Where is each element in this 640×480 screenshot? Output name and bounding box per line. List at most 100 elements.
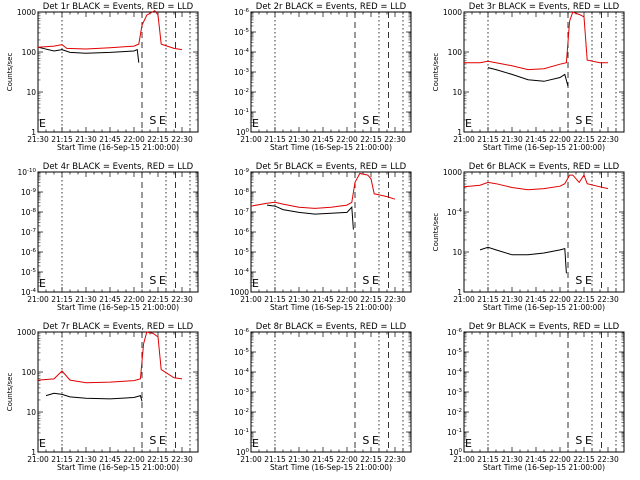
y-tick-label: 10-2 [234,88,249,97]
x-tick-label: 22:00 [549,135,571,144]
event-marker-label: E [252,437,259,450]
event-marker-label: E [252,117,259,130]
x-tick-label: 21:45 [99,295,121,304]
y-tick-label: 10-4 [234,368,250,377]
y-tick-label: 10 [26,88,36,97]
x-tick-label: 22:30 [171,455,193,464]
y-tick-label: 1 [31,448,36,457]
lld-series-line [37,331,183,384]
y-tick-label: 10-3 [234,68,250,77]
x-tick-label: 21:30 [75,295,97,304]
x-tick-label: 22:00 [549,295,571,304]
event-marker-label: E [465,117,472,130]
lld-series-line [464,11,608,71]
x-axis-label: Start Time (16-Sep-15 21:00:00) [483,143,605,152]
x-tick-label: 22:15 [360,295,382,304]
event-marker-label: S [575,434,582,447]
x-tick-label: 21:30 [501,135,523,144]
event-marker-label: E [585,274,592,287]
x-tick-label: 21:00 [453,135,475,144]
y-tick-label: 10-5 [21,268,37,277]
x-axis-label: Start Time (16-Sep-15 21:00:00) [270,463,392,472]
x-tick-label: 22:00 [123,455,145,464]
event-marker-label: E [159,274,166,287]
x-tick-label: 22:30 [597,455,619,464]
y-tick-label: 10-1 [234,108,249,117]
y-tick-label: 10-4 [21,288,37,297]
x-tick-label: 21:15 [477,455,499,464]
x-tick-label: 22:30 [597,295,619,304]
event-marker-label: E [465,437,472,450]
x-tick-label: 22:15 [360,455,382,464]
y-tick-label: 10-1 [447,428,462,437]
y-tick-label: 10-9 [21,188,37,197]
event-marker-label: E [39,117,46,130]
chart-panel: Det 3r BLACK = Events, RED = LLD 21:00 21:… [432,2,625,152]
x-axis-label: Start Time (16-Sep-15 21:00:00) [57,143,179,152]
y-tick-label: 10-6 [447,328,463,337]
x-tick-label: 22:15 [573,455,595,464]
x-tick-label: 21:00 [453,455,475,464]
x-axis-label: Start Time (16-Sep-15 21:00:00) [270,303,392,312]
lld-series-line [463,174,609,191]
x-axis-label: Start Time (16-Sep-15 21:00:00) [57,303,179,312]
x-axis-label: Start Time (16-Sep-15 21:00:00) [57,463,179,472]
x-tick-label: 22:30 [597,135,619,144]
x-tick-label: 22:15 [147,455,169,464]
events-series-line [45,392,143,402]
y-tick-label: 10-7 [21,228,37,237]
x-tick-label: 22:15 [147,135,169,144]
x-tick-label: 21:00 [240,135,262,144]
event-marker-label: E [372,114,379,127]
y-tick-label: 10-3 [447,388,463,397]
event-marker-label: S [362,274,369,287]
x-tick-label: 21:15 [477,295,499,304]
y-tick-label: 10-5 [447,348,463,357]
x-tick-label: 22:15 [573,295,595,304]
chart-title: Det 2r BLACK = Events, RED = LLD [256,2,407,12]
x-tick-label: 21:45 [525,135,547,144]
x-tick-label: 22:00 [123,135,145,144]
x-tick-label: 21:30 [27,135,49,144]
y-tick-label: 10-1 [234,428,249,437]
y-tick-label: 100 [22,48,37,57]
event-marker-label: E [159,114,166,127]
chart-title: Det 6r BLACK = Events, RED = LLD [469,162,620,172]
event-marker-label: E [39,277,46,290]
x-tick-label: 22:30 [384,455,406,464]
event-marker-label: S [362,114,369,127]
y-tick-label: 10-3 [234,388,250,397]
chart-title: Det 9r BLACK = Events, RED = LLD [469,322,620,332]
event-marker-label: S [362,434,369,447]
x-tick-label: 21:15 [51,135,73,144]
x-tick-label: 21:15 [51,295,73,304]
y-tick-label: 1000 [17,8,36,17]
chart-title: Det 5r BLACK = Events, RED = LLD [256,162,407,172]
y-tick-label: 1000 [443,168,462,177]
x-axis-label: Start Time (16-Sep-15 21:00:00) [270,143,392,152]
x-tick-label: 21:45 [99,455,121,464]
x-tick-label: 22:00 [549,455,571,464]
events-series-line [266,204,354,230]
y-tick-label: 10-8 [21,208,37,217]
event-marker-label: S [575,114,582,127]
y-tick-label: 10-4 [447,368,463,377]
event-marker-label: E [159,434,166,447]
y-tick-label: 10-4 [234,268,250,277]
y-tick-label: 100 [236,448,250,457]
x-tick-label: 21:45 [312,455,334,464]
event-marker-label: E [585,434,592,447]
x-tick-label: 22:30 [171,135,193,144]
chart-title: Det 3r BLACK = Events, RED = LLD [469,2,620,12]
y-tick-label: 10-8 [234,188,250,197]
y-tick-label: 10-4 [234,48,250,57]
event-marker-label: S [149,434,156,447]
y-tick-label: 10-9 [234,168,250,177]
x-axis-label: Start Time (16-Sep-15 21:00:00) [483,463,605,472]
x-tick-label: 22:30 [384,295,406,304]
y-tick-label: 10-5 [234,248,250,257]
x-tick-label: 22:30 [384,135,406,144]
